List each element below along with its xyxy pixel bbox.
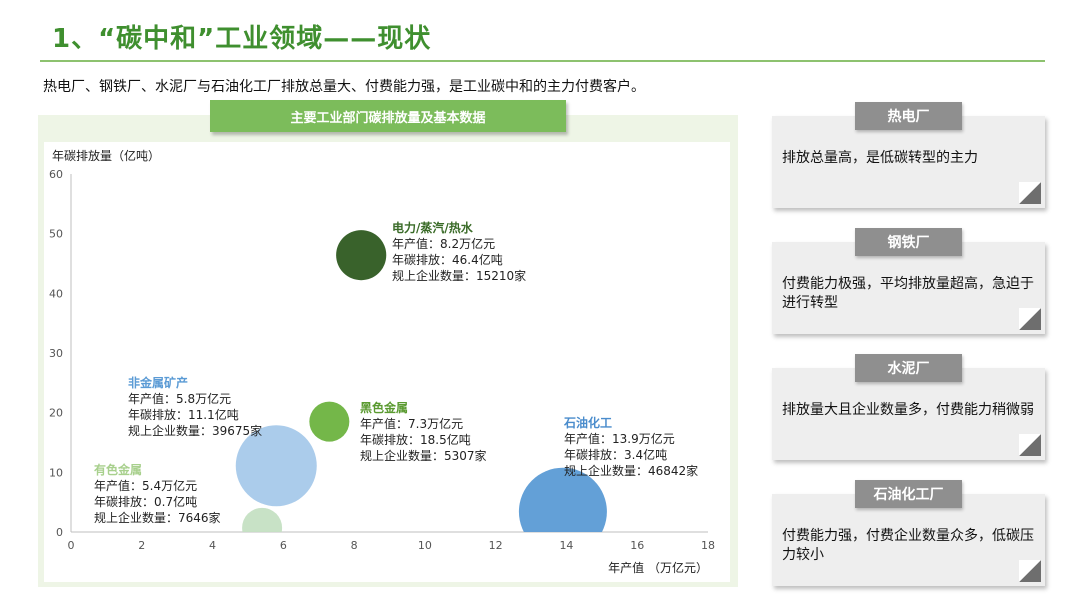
data-label: 规上企业数量：5307家: [360, 448, 487, 463]
x-tick-label: 14: [559, 539, 573, 552]
data-label: 年产值：8.2万亿元: [392, 236, 495, 251]
data-label: 年产值：5.8万亿元: [128, 391, 231, 406]
page-subtitle: 热电厂、钢铁厂、水泥厂与石油化工厂排放总量大、付费能力强，是工业碳中和的主力付费…: [43, 79, 645, 95]
bubble-point: [336, 230, 387, 281]
series-name-label: 黑色金属: [360, 400, 408, 415]
card-steel-plant: 钢铁厂 付费能力极强，平均排放量超高，急迫于进行转型: [772, 228, 1045, 334]
data-label: 年碳排放：46.4亿吨: [392, 252, 503, 267]
y-tick-label: 50: [49, 228, 63, 241]
y-tick-label: 0: [56, 526, 63, 539]
page-title: 1、“碳中和”工业领域——现状: [52, 24, 432, 54]
page-fold-icon: [1019, 182, 1041, 204]
data-label: 年碳排放：3.4亿吨: [564, 447, 667, 462]
card-heading: 热电厂: [855, 102, 962, 130]
card-cement-plant: 水泥厂 排放量大且企业数量多，付费能力稍微弱: [772, 354, 1045, 460]
x-tick-label: 8: [351, 539, 358, 552]
bubble-point: [242, 507, 283, 532]
x-axis-title: 年产值 （万亿元）: [608, 560, 708, 575]
data-label: 年产值：5.4万亿元: [94, 478, 197, 493]
page-fold-icon: [1019, 308, 1041, 330]
bubble-point: [518, 467, 607, 532]
bubble-point: [309, 401, 350, 442]
page-fold-icon: [1019, 560, 1041, 582]
card-description: 付费能力极强，平均排放量超高，急迫于进行转型: [782, 276, 1034, 311]
bubble-point: [235, 425, 317, 507]
data-label: 年碳排放：18.5亿吨: [360, 432, 471, 447]
series-name-label: 石油化工: [563, 415, 612, 430]
y-tick-label: 30: [49, 347, 63, 360]
data-label: 年产值：13.9万亿元: [564, 431, 675, 446]
card-petrochemical-plant: 石油化工厂 付费能力强，付费企业数量众多，低碳压力较小: [772, 480, 1045, 586]
card-heading: 水泥厂: [855, 354, 962, 382]
x-tick-label: 12: [489, 539, 503, 552]
y-axis-title: 年碳排放量（亿吨）: [52, 148, 160, 163]
data-label: 规上企业数量：46842家: [564, 463, 698, 478]
card-heading: 钢铁厂: [855, 228, 962, 256]
chart-plot-area: [44, 142, 730, 582]
series-name-label: 电力/蒸汽/热水: [392, 220, 474, 235]
y-tick-label: 60: [49, 168, 63, 181]
series-name-label: 非金属矿产: [128, 375, 188, 390]
x-tick-label: 6: [280, 539, 287, 552]
card-description: 付费能力强，付费企业数量众多，低碳压力较小: [782, 528, 1034, 563]
y-tick-label: 20: [49, 407, 63, 420]
x-tick-label: 10: [418, 539, 432, 552]
series-name-label: 有色金属: [94, 462, 142, 477]
x-tick-label: 16: [630, 539, 644, 552]
card-thermal-power: 热电厂 排放总量高，是低碳转型的主力: [772, 102, 1045, 208]
data-label: 年碳排放：0.7亿吨: [94, 494, 197, 509]
x-tick-label: 18: [701, 539, 715, 552]
card-description: 排放量大且企业数量多，付费能力稍微弱: [782, 402, 1034, 418]
data-label: 年碳排放：11.1亿吨: [128, 407, 239, 422]
x-tick-label: 0: [68, 539, 75, 552]
chart-title-banner: 主要工业部门碳排放量及基本数据: [210, 100, 566, 132]
card-description: 排放总量高，是低碳转型的主力: [782, 150, 978, 166]
y-tick-label: 40: [49, 287, 63, 300]
data-label: 规上企业数量：39675家: [128, 423, 262, 438]
data-label: 年产值：7.3万亿元: [360, 416, 463, 431]
page-fold-icon: [1019, 434, 1041, 456]
title-divider: [40, 60, 1045, 62]
y-tick-label: 10: [49, 466, 63, 479]
data-label: 规上企业数量：15210家: [392, 268, 526, 283]
data-label: 规上企业数量：7646家: [94, 510, 221, 525]
x-tick-label: 4: [209, 539, 216, 552]
card-heading: 石油化工厂: [855, 480, 962, 508]
x-tick-label: 2: [138, 539, 145, 552]
